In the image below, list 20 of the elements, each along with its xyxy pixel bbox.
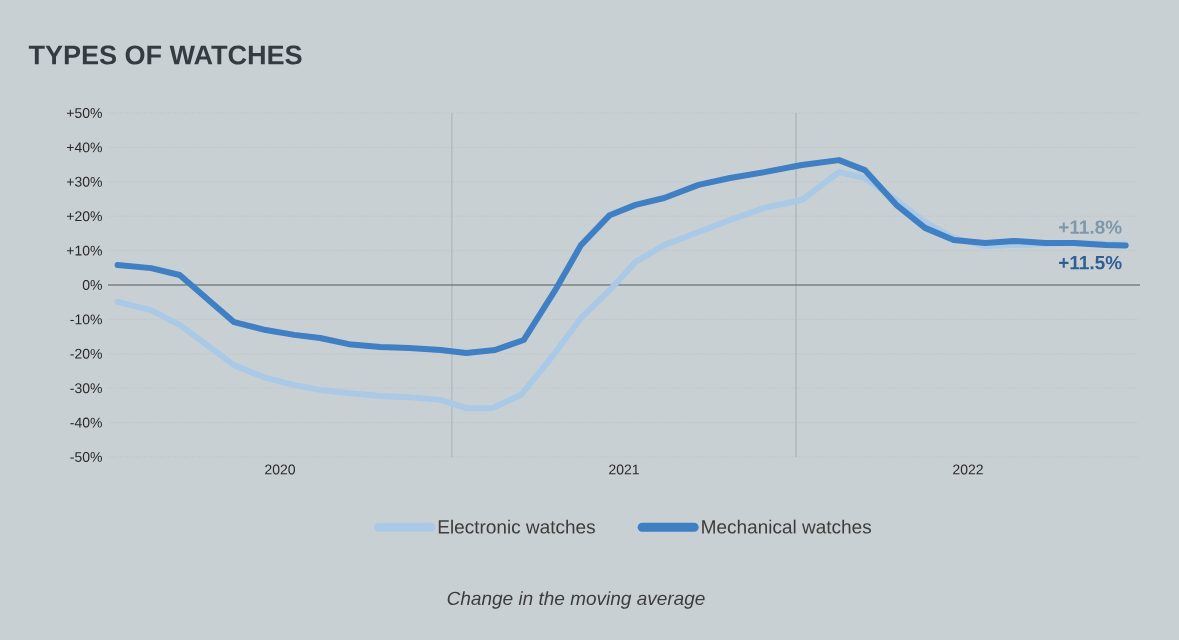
y-tick-label: 0% — [82, 280, 102, 290]
y-tick-label: -20% — [70, 348, 102, 359]
y-tick-label: +30% — [66, 176, 102, 187]
legend-label: Mechanical watches — [702, 519, 872, 534]
y-tick-label: +50% — [66, 108, 102, 118]
annotation: +11.8% — [1059, 220, 1122, 234]
x-tick-label: 2020 — [265, 464, 296, 475]
y-tick-label: -10% — [70, 314, 102, 325]
legend-label: Electronic watches — [438, 519, 595, 534]
chart-title: TYPES OF WATCHES — [28, 45, 302, 65]
x-tick-label: 2021 — [609, 464, 639, 475]
y-tick-label: -50% — [70, 452, 102, 462]
y-tick-label: -40% — [70, 417, 102, 428]
y-tick-label: +20% — [66, 211, 102, 222]
x-tick-label: 2022 — [953, 464, 983, 475]
annotation: +11.5% — [1059, 255, 1122, 270]
text: Change in the moving average — [447, 591, 705, 609]
y-tick-label: +10% — [66, 245, 102, 256]
y-tick-label: -30% — [70, 383, 102, 394]
y-tick-label: +40% — [66, 142, 102, 153]
